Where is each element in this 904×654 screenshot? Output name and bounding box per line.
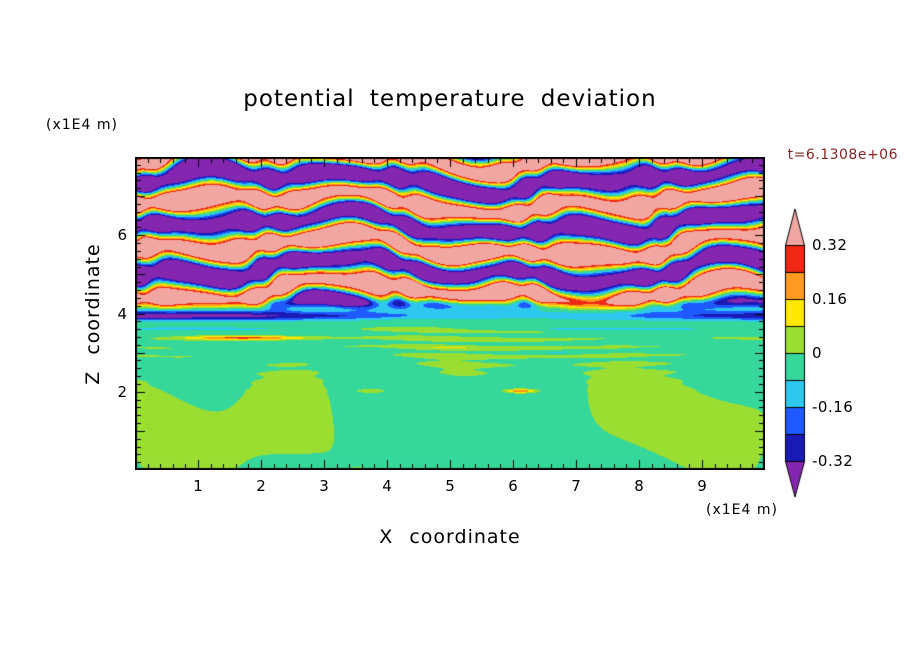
x-tick-label: 5 [445,477,455,495]
x-tick-label: 2 [256,477,266,495]
z-tick-label: 2 [117,382,127,401]
x-tick-label: 8 [634,477,644,495]
x-tick-label: 9 [697,477,707,495]
chart-title: potential temperature deviation [243,86,657,112]
colorbar-label: -0.16 [812,398,854,416]
x-tick-label: 1 [193,477,203,495]
z-tick-label: 6 [117,226,127,245]
colorbar-canvas [783,203,807,503]
x-axis-title: X coordinate [379,526,521,548]
x-tick-label: 4 [382,477,392,495]
colorbar-label: 0 [812,344,823,362]
colorbar-label: 0.32 [812,236,848,254]
z-axis-unit: (x1E4 m) [46,117,118,133]
x-tick-label: 7 [571,477,581,495]
x-tick-label: 3 [319,477,329,495]
time-label: t=6.1308e+06 [787,147,898,163]
colorbar-label: 0.16 [812,290,848,308]
heatmap-canvas [135,157,765,470]
colorbar-label: -0.32 [812,452,854,470]
y-axis-title: Z coordinate [82,243,104,385]
x-tick-label: 6 [508,477,518,495]
z-tick-label: 4 [117,304,127,323]
x-axis-unit: (x1E4 m) [706,502,778,518]
